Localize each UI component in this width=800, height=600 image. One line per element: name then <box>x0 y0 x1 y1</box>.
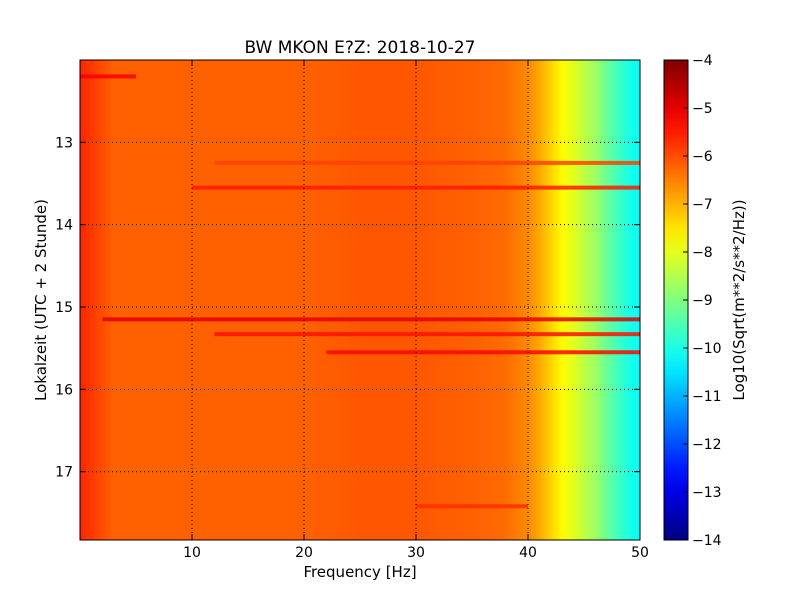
y-tick-label: 17 <box>55 465 73 481</box>
colorbar-tick-label: −7 <box>692 197 713 213</box>
y-axis-label: Lokalzeit (UTC + 2 Stunde) <box>32 199 50 401</box>
colorbar-tick-label: −9 <box>692 293 713 309</box>
colorbar-tick-label: −12 <box>692 437 722 453</box>
x-tick-label: 30 <box>407 545 425 561</box>
colorbar-tick-label: −10 <box>692 341 722 357</box>
colorbar-tick-label: −14 <box>692 533 722 549</box>
y-tick-label: 16 <box>55 382 73 398</box>
y-tick-label: 14 <box>55 218 73 234</box>
heatmap-band <box>326 350 640 355</box>
x-tick-label: 10 <box>183 545 201 561</box>
colorbar-tick-label: −4 <box>692 53 713 69</box>
heatmap-band <box>192 185 640 190</box>
heatmap-band <box>416 504 528 509</box>
x-tick-label: 20 <box>295 545 313 561</box>
x-axis-label: Frequency [Hz] <box>303 563 416 581</box>
heatmap-base <box>80 60 640 540</box>
y-tick-label: 13 <box>55 135 73 151</box>
y-tick-label: 15 <box>55 300 73 316</box>
heatmap-bands <box>80 74 640 509</box>
colorbar-label: Log10(Sqrt(m**2/s**2/Hz)) <box>730 199 748 400</box>
plot-frame <box>79 59 641 541</box>
colorbar-tick-label: −6 <box>692 149 713 165</box>
heatmap-band <box>214 332 640 337</box>
colorbar-tick-label: −11 <box>692 389 722 405</box>
plot-area <box>80 60 640 540</box>
heatmap-band <box>80 74 136 79</box>
x-tick-label: 50 <box>631 545 649 561</box>
colorbar-tick-label: −8 <box>692 245 713 261</box>
colorbar-tick-label: −5 <box>692 101 713 117</box>
grid-lines <box>80 60 640 540</box>
x-axis-ticks: 10 20 30 40 50 <box>183 60 649 561</box>
heatmap-band <box>214 160 640 165</box>
colorbar-tick-label: −13 <box>692 485 722 501</box>
x-tick-label: 40 <box>519 545 537 561</box>
colorbar-ticks: −4 −5 −6 −7 −8 −9 −10 −11 −12 −13 −14 <box>683 53 722 549</box>
heatmap-band <box>102 317 640 322</box>
chart-title: BW MKON E?Z: 2018-10-27 <box>245 38 476 58</box>
y-axis-ticks: 13 14 15 16 17 <box>55 135 640 481</box>
